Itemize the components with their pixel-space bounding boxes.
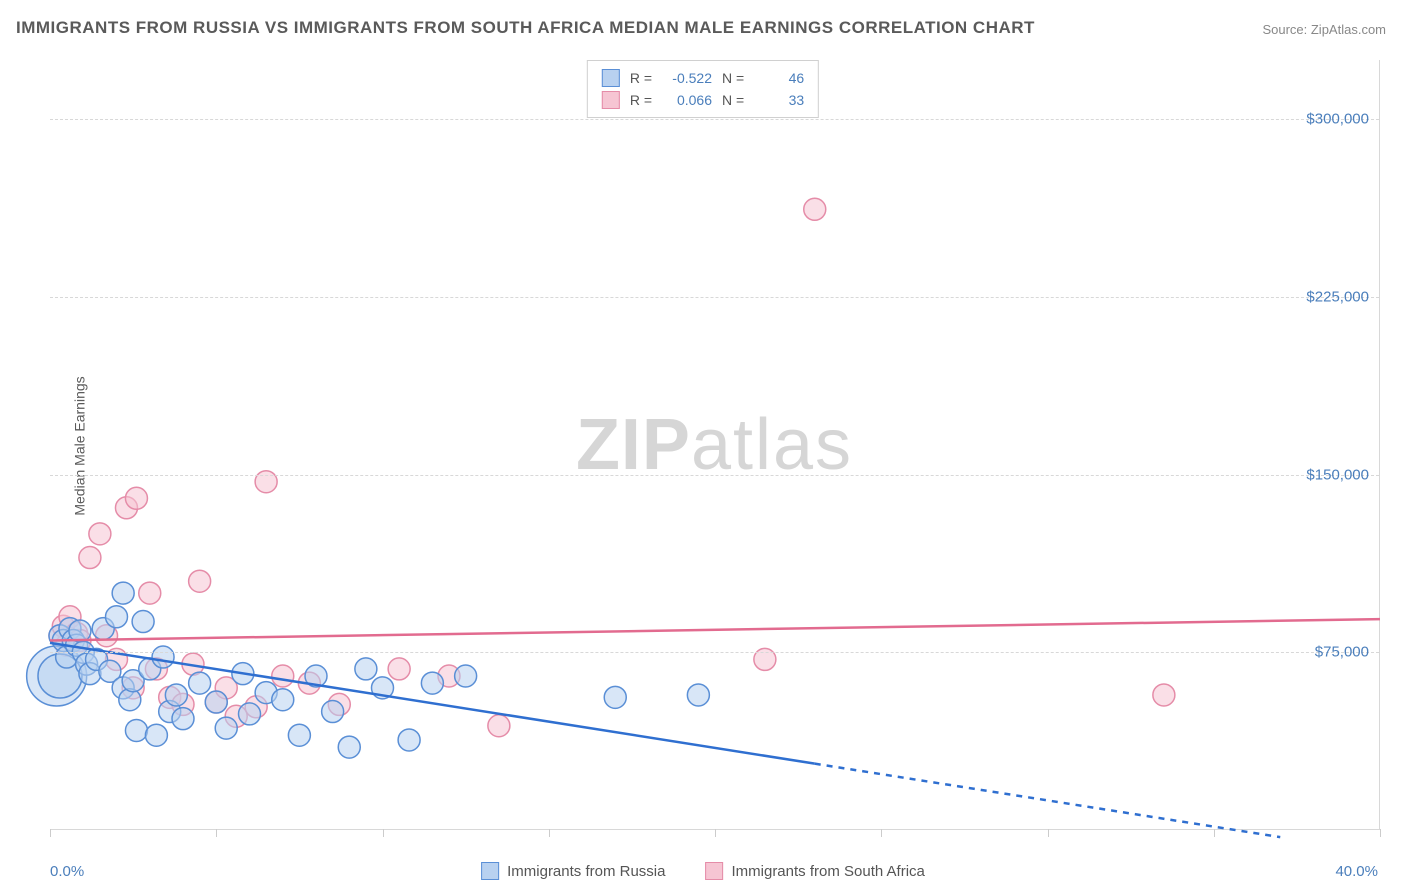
correlation-stat-box: R = -0.522 N = 46 R = 0.066 N = 33 <box>587 60 819 118</box>
x-tick <box>549 829 550 837</box>
stat-R-value: 0.066 <box>662 89 712 111</box>
scatter-point-russia <box>455 665 477 687</box>
legend: Immigrants from Russia Immigrants from So… <box>481 862 925 880</box>
x-tick <box>1214 829 1215 837</box>
y-tick-label: $75,000 <box>1315 644 1369 661</box>
y-tick-label: $150,000 <box>1306 466 1369 483</box>
scatter-point-russia <box>172 708 194 730</box>
scatter-point-south-africa <box>272 665 294 687</box>
scatter-point-russia <box>145 724 167 746</box>
scatter-point-russia <box>215 717 237 739</box>
regression-line-russia-dashed <box>815 764 1281 837</box>
regression-line-south-africa <box>50 619 1380 640</box>
chart-title: IMMIGRANTS FROM RUSSIA VS IMMIGRANTS FRO… <box>16 18 1035 38</box>
scatter-point-russia <box>338 736 360 758</box>
scatter-point-russia <box>106 606 128 628</box>
scatter-point-south-africa <box>488 715 510 737</box>
y-tick-label: $225,000 <box>1306 288 1369 305</box>
scatter-point-south-africa <box>89 523 111 545</box>
scatter-point-south-africa <box>189 570 211 592</box>
scatter-point-russia <box>398 729 420 751</box>
scatter-point-russia <box>189 672 211 694</box>
stat-N-label: N = <box>722 67 744 89</box>
scatter-point-russia <box>421 672 443 694</box>
gridline <box>50 475 1379 476</box>
stat-row: R = -0.522 N = 46 <box>602 67 804 89</box>
x-axis-max-label: 40.0% <box>1335 863 1378 880</box>
legend-swatch <box>705 862 723 880</box>
scatter-point-russia <box>125 719 147 741</box>
scatter-point-south-africa <box>804 198 826 220</box>
legend-label: Immigrants from Russia <box>507 863 665 880</box>
stat-R-label: R = <box>630 89 652 111</box>
gridline <box>50 297 1379 298</box>
scatter-point-russia <box>322 701 344 723</box>
scatter-point-russia <box>165 684 187 706</box>
scatter-point-south-africa <box>125 487 147 509</box>
x-tick <box>881 829 882 837</box>
x-axis-min-label: 0.0% <box>50 863 84 880</box>
y-tick-label: $300,000 <box>1306 111 1369 128</box>
scatter-point-russia <box>272 689 294 711</box>
x-tick <box>715 829 716 837</box>
source-attribution: Source: ZipAtlas.com <box>1262 22 1386 37</box>
legend-label: Immigrants from South Africa <box>731 863 924 880</box>
stat-R-label: R = <box>630 67 652 89</box>
scatter-point-south-africa <box>1153 684 1175 706</box>
legend-item: Immigrants from South Africa <box>705 862 924 880</box>
scatter-point-south-africa <box>139 582 161 604</box>
x-tick <box>50 829 51 837</box>
stat-N-value: 46 <box>754 67 804 89</box>
scatter-point-russia <box>239 703 261 725</box>
scatter-point-russia <box>355 658 377 680</box>
x-tick <box>216 829 217 837</box>
scatter-point-russia <box>112 582 134 604</box>
plot-area: ZIPatlas $75,000$150,000$225,000$300,000 <box>50 60 1380 830</box>
legend-item: Immigrants from Russia <box>481 862 665 880</box>
scatter-point-russia <box>604 686 626 708</box>
scatter-svg <box>50 60 1379 829</box>
stat-swatch <box>602 69 620 87</box>
stat-row: R = 0.066 N = 33 <box>602 89 804 111</box>
legend-swatch <box>481 862 499 880</box>
stat-N-value: 33 <box>754 89 804 111</box>
scatter-point-russia <box>132 611 154 633</box>
scatter-point-south-africa <box>79 547 101 569</box>
scatter-point-russia <box>288 724 310 746</box>
scatter-point-russia <box>152 646 174 668</box>
gridline <box>50 652 1379 653</box>
stat-N-label: N = <box>722 89 744 111</box>
stat-swatch <box>602 91 620 109</box>
gridline <box>50 119 1379 120</box>
x-tick <box>383 829 384 837</box>
scatter-point-south-africa <box>388 658 410 680</box>
scatter-point-russia <box>205 691 227 713</box>
stat-R-value: -0.522 <box>662 67 712 89</box>
x-tick <box>1380 829 1381 837</box>
x-tick <box>1048 829 1049 837</box>
scatter-point-russia <box>687 684 709 706</box>
